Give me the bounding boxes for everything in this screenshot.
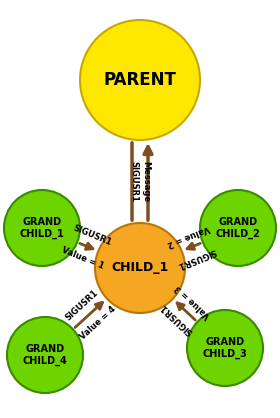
Text: Value = 4: Value = 4 <box>78 304 118 341</box>
Text: SIGUSR1: SIGUSR1 <box>159 302 195 336</box>
Circle shape <box>80 20 200 140</box>
Text: Value = 1: Value = 1 <box>61 245 106 270</box>
Text: Value = 3: Value = 3 <box>174 283 213 320</box>
Text: GRAND
CHILD_4: GRAND CHILD_4 <box>23 344 67 366</box>
Text: Value = 2: Value = 2 <box>165 223 210 248</box>
Circle shape <box>200 190 276 266</box>
Text: GRAND
CHILD_3: GRAND CHILD_3 <box>203 337 247 359</box>
Text: SIGUSR1: SIGUSR1 <box>64 288 100 322</box>
Text: SIGUSR1: SIGUSR1 <box>72 224 113 247</box>
Text: CHILD_1: CHILD_1 <box>111 262 169 275</box>
Circle shape <box>95 223 185 313</box>
Circle shape <box>4 190 80 266</box>
Text: Message: Message <box>141 161 150 202</box>
Text: GRAND
CHILD_2: GRAND CHILD_2 <box>216 217 260 239</box>
Text: SIGUSR1: SIGUSR1 <box>130 161 139 202</box>
Text: SIGUSR1: SIGUSR1 <box>176 246 218 270</box>
Text: GRAND
CHILD_1: GRAND CHILD_1 <box>20 217 64 239</box>
Circle shape <box>187 310 263 386</box>
Circle shape <box>7 317 83 393</box>
Text: PARENT: PARENT <box>104 71 176 89</box>
